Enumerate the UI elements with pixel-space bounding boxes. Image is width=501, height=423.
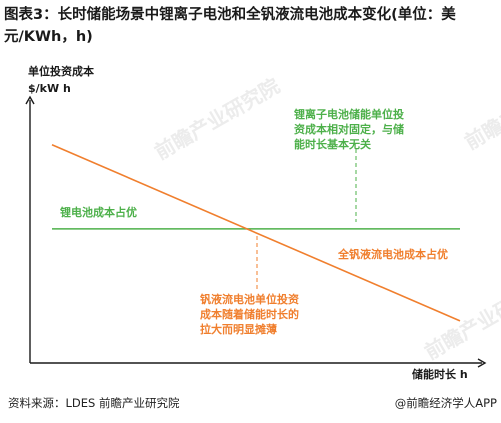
watermark-text-1: 前瞻产业研究院 [151,74,284,165]
y-axis-label-line2: $/kW h [28,82,71,95]
annotation-lithium-line1: 锂离子电池储能单位投 [294,107,404,121]
x-axis-arrow [477,358,487,368]
x-axis-label: 储能时长 h [412,367,468,381]
annotation-vanadium: 钒液流电池单位投资 成本随着储能时长的 拉大而明显摊薄 [200,292,299,336]
source-note: 资料来源：LDES 前瞻产业研究院 [8,396,180,410]
annotation-vanadium-line2: 成本随着储能时长的 [200,307,299,321]
series-line-vanadium [51,143,461,322]
chart-title: 图表3：长时储能场景中锂离子电池和全钒液流电池成本变化(单位：美元/KWh，h) [4,7,456,45]
annotation-lithium-line3: 能时长基本无关 [294,137,371,151]
watermark-text-3: 前瞻产业研究院 [421,274,501,365]
y-axis-arrow [25,95,35,105]
annotation-lithium: 锂离子电池储能单位投 资成本相对固定，与储 能时长基本无关 [294,107,404,151]
y-axis-label-line1: 单位投资成本 [28,64,94,78]
axes [25,95,487,368]
annotation-vanadium-line1: 钒液流电池单位投资 [200,292,299,306]
watermark-text-2: 前瞻产业研究院 [461,64,501,155]
annotation-vanadium-line3: 拉大而明显摊薄 [200,322,277,336]
brand-credit: @前瞻经济学人APP [394,396,497,410]
annotation-lithium-line2: 资成本相对固定，与储 [294,122,404,136]
series-label-vanadium: 全钒液流电池成本占优 [337,247,448,261]
series-label-lithium: 锂电池成本占优 [60,205,137,219]
